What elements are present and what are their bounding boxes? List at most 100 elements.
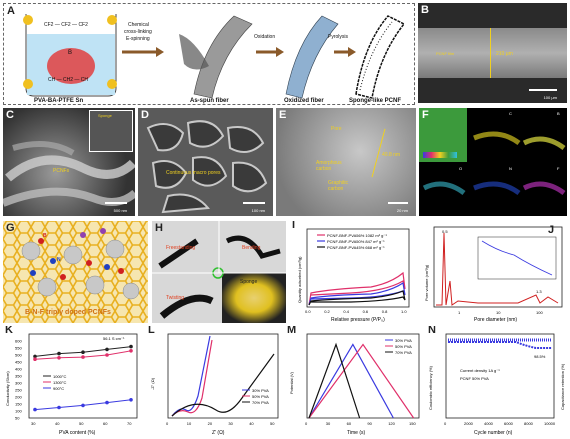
l-xtick: 10 — [187, 421, 192, 426]
j-tick-1: 1 — [458, 310, 461, 315]
k-point — [81, 350, 85, 354]
k-xtick: 60 — [103, 421, 108, 426]
panel-c: Sponge C PCNFs 500 nm — [3, 108, 135, 216]
freestanding-label: Freestanding — [166, 245, 196, 251]
panel-a-label: A — [7, 5, 15, 17]
panel-i: 0.0 0.2 0.4 0.6 0.8 1.0 PCNF-BNF-PVA56% 1082 … — [291, 221, 414, 323]
k-point — [129, 349, 133, 353]
panel-k: 30 40 50 60 70 50 100 150 200 250 300 350 400 450 500… — [3, 326, 143, 436]
step-3: Pyrolysis — [328, 34, 349, 40]
panel-h: H Freestanding Bending Twisting Sponge — [152, 221, 286, 323]
k-legend-1: 1000°C — [53, 374, 66, 379]
n-ylabel2: Capacitance retention (%) — [560, 363, 565, 410]
k-ytick: 400 — [15, 367, 22, 372]
n-annot-3: 98.5% — [534, 354, 546, 359]
i-ylabel: Quantity adsorbed (cm³/g) — [297, 256, 302, 303]
eds-b: B — [557, 111, 560, 116]
panel-j: 0.5 1.3 1 10 100 Pore diameter (nm) Pore… — [418, 221, 567, 323]
step-1-line1: Chemical — [128, 22, 149, 28]
bending-label: Bending — [242, 245, 261, 251]
f-atom — [23, 15, 33, 25]
k-legend-3: 900°C — [53, 386, 64, 391]
l-xlabel: Z' (Ω) — [212, 430, 225, 436]
m-legend-2: 50% PVA — [395, 344, 412, 349]
k-ytick: 50 — [15, 416, 20, 421]
k-ytick: 350 — [15, 374, 22, 379]
m-ylabel: Potential (V) — [289, 371, 294, 394]
panel-h-label: H — [155, 222, 163, 234]
n-xtick: 2000 — [464, 421, 474, 426]
k-ytick: 550 — [15, 346, 22, 351]
j-tick-10: 10 — [496, 310, 501, 315]
isotherm-blue — [308, 281, 406, 306]
element-strip — [423, 152, 457, 158]
scale-b: 100 μm — [543, 95, 557, 100]
k-point — [81, 355, 85, 359]
k-point — [33, 357, 37, 361]
caption-1: PVA-BA-PTFE Sn — [34, 98, 84, 104]
m-xtick: 150 — [409, 421, 416, 426]
m-legend-1: 30% PVA — [395, 338, 412, 343]
panel-g-label: G — [6, 222, 15, 234]
n-xtick: 6000 — [504, 421, 514, 426]
pore-label: Pore — [331, 126, 342, 132]
k-point — [129, 398, 133, 402]
panel-j-label: J — [548, 224, 555, 236]
caption-4: Sponge-like PCNF — [349, 98, 401, 104]
isotherm-chart: 0.0 0.2 0.4 0.6 0.8 1.0 PCNF-BNF-PVA56% 1082 … — [297, 228, 410, 323]
step-1-line2: cross-linking — [124, 29, 152, 35]
step-2: Oxidation — [254, 34, 275, 40]
panel-d: D Continuous macro pores 100 nm — [138, 108, 273, 216]
f-atom — [107, 15, 117, 25]
isotherm-black — [308, 290, 406, 306]
l-legend-3: 70% PVA — [252, 400, 269, 405]
f-atom — [23, 79, 33, 89]
n-xtick: 4000 — [484, 421, 494, 426]
i-xlabel: Relative pressure (P/P₀) — [331, 317, 385, 323]
panel-b-label: B — [421, 4, 429, 16]
gcd-chart: 30% PVA 50% PVA 70% PVA 0 30 60 90 120 150 Ti… — [289, 333, 420, 436]
nyquist-30 — [171, 335, 211, 417]
k-legend-2: 1300°C — [53, 380, 66, 385]
nyquist-chart: 30% PVA 50% PVA 70% PVA 0 10 20 30 40 50 Z' (… — [150, 333, 279, 436]
m-xlabel: Time (s) — [347, 430, 365, 436]
l-xtick: 0 — [166, 421, 169, 426]
step-1-line3: E-spinning — [126, 36, 150, 42]
i-xtick: 0.4 — [343, 309, 349, 314]
scale-d: 100 nm — [251, 208, 265, 213]
twisting-label: Twisting — [166, 295, 185, 301]
scale-e: 20 nm — [396, 208, 408, 213]
n-ylabel: Coulombic efficiency (%) — [428, 365, 433, 410]
i-xtick: 0.2 — [324, 309, 330, 314]
thickness-bar — [490, 28, 491, 78]
panel-e: E Pore Amorphous carbon Graphitic carbon 4… — [276, 108, 416, 216]
sponge-fiber — [355, 15, 406, 99]
k-point — [129, 344, 133, 349]
dopant-b: B — [43, 233, 47, 239]
k-ytick: 150 — [15, 402, 22, 407]
panel-f-label: F — [422, 109, 429, 121]
k-ytick: 500 — [15, 353, 22, 358]
l-legend-1: 30% PVA — [252, 388, 269, 393]
k-xtick: 50 — [79, 421, 84, 426]
j-tick-100: 100 — [536, 310, 543, 315]
k-annotation: 56.1 S cm⁻¹ — [103, 336, 125, 341]
sponge-label: Sponge — [240, 279, 258, 285]
n-xlabel: Cycle number (n) — [474, 430, 513, 436]
isotherm-pink — [308, 271, 406, 306]
peak-2: 1.3 — [536, 289, 542, 294]
k-point — [33, 354, 37, 359]
m-xtick: 60 — [347, 421, 352, 426]
panel-e-label: E — [279, 109, 287, 121]
doping-caption: B-N-F triply doped PCNFs — [25, 309, 111, 316]
j-ylabel: Pore volume (cm³/g) — [424, 264, 429, 301]
n-annot-1: Current density 1A g⁻¹ — [460, 368, 500, 373]
f-atom — [107, 79, 117, 89]
oxidized-fiber — [285, 15, 339, 99]
m-legend-3: 70% PVA — [395, 350, 412, 355]
k-ytick: 600 — [15, 339, 22, 344]
panel-k-label: K — [5, 326, 13, 336]
k-ytick: 300 — [15, 381, 22, 386]
l-xtick: 20 — [208, 421, 213, 426]
panel-n: Current density 1A g⁻¹ PCNF 50% PVA 98.5… — [426, 326, 567, 436]
